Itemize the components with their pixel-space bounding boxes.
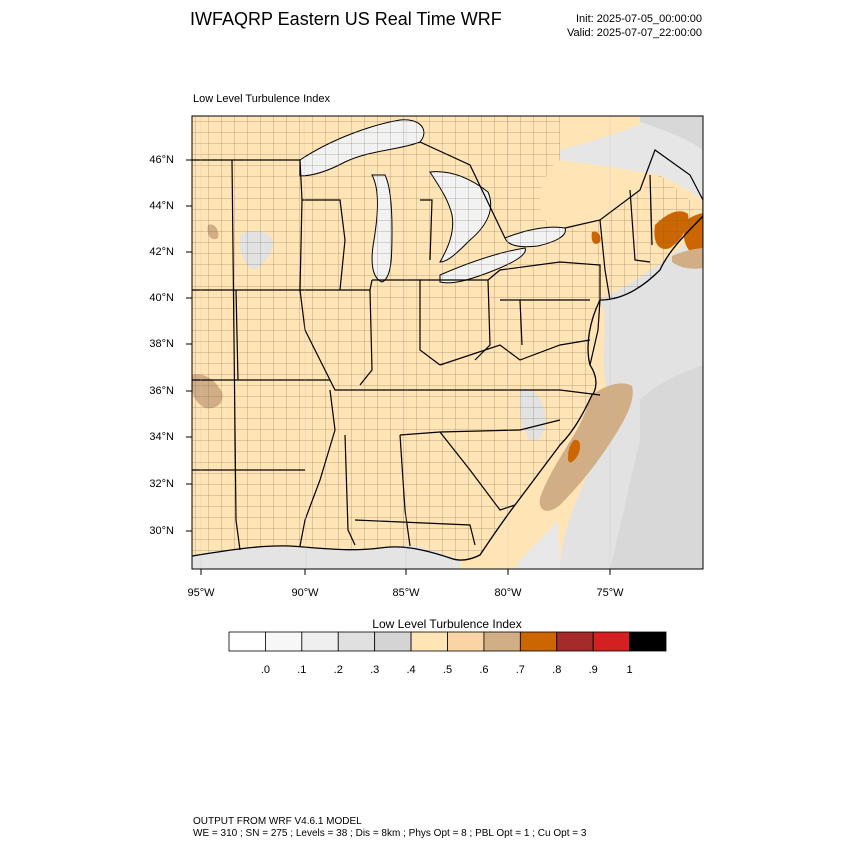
colorbar-title: Low Level Turbulence Index xyxy=(372,617,522,631)
state-boundaries xyxy=(192,159,653,551)
lon-label-85: 85°W xyxy=(392,587,420,599)
lat-label-38: 38°N xyxy=(149,338,174,350)
colorbar-tick-label: .5 xyxy=(442,664,453,676)
valid-time: Valid: 2025-07-07_22:00:00 xyxy=(567,27,702,39)
colorbar-swatch xyxy=(374,631,412,652)
lat-label-40: 40°N xyxy=(149,292,174,304)
lon-label-75: 75°W xyxy=(596,587,624,599)
colorbar-tick-label: .0 xyxy=(260,664,270,676)
colorbar-tick-label: .6 xyxy=(479,664,489,676)
tan-patch-cape xyxy=(672,248,703,269)
footer-model: OUTPUT FROM WRF V4.6.1 MODEL xyxy=(193,816,362,827)
graticule xyxy=(200,116,611,569)
coastline xyxy=(192,215,703,561)
high-turbulence-patch-offshore xyxy=(539,383,633,511)
colorbar-swatch xyxy=(265,631,303,652)
lat-label-46: 46°N xyxy=(149,154,174,166)
lat-label-42: 42°N xyxy=(149,246,174,258)
lat-ticks xyxy=(186,159,192,532)
panel-title: Low Level Turbulence Index xyxy=(193,93,330,105)
canada-field-dark xyxy=(640,116,703,150)
very-high-turbulence-spot xyxy=(568,439,581,463)
lon-ticks xyxy=(200,569,611,575)
colorbar-swatch xyxy=(556,631,594,652)
colorbar-swatch xyxy=(410,631,448,652)
county-boundaries xyxy=(192,116,703,561)
lon-label-95: 95°W xyxy=(187,587,215,599)
lat-label-34: 34°N xyxy=(149,431,174,443)
colorbar-tick-label: .7 xyxy=(515,664,525,676)
colorbar-swatch xyxy=(447,631,485,652)
main-title: IWFAQRP Eastern US Real Time WRF xyxy=(190,9,502,29)
colorbar-swatch xyxy=(483,631,521,652)
colorbar-tick-label: .3 xyxy=(370,664,380,676)
map-field xyxy=(192,116,703,569)
colorbar-tick-label: .2 xyxy=(333,664,343,676)
colorbar-tick-label: 1 xyxy=(626,664,633,676)
colorbar-swatch xyxy=(629,631,667,652)
colorbar-swatch xyxy=(519,631,558,652)
lat-label-32: 32°N xyxy=(149,478,174,490)
colorbar-swatch xyxy=(592,631,630,652)
gulf-field xyxy=(192,545,460,569)
init-time: Init: 2025-07-05_00:00:00 xyxy=(576,13,702,25)
lat-label-44: 44°N xyxy=(149,200,174,212)
lat-label-30: 30°N xyxy=(149,525,174,537)
colorbar xyxy=(228,631,667,652)
lon-label-90: 90°W xyxy=(291,587,319,599)
colorbar-swatch xyxy=(301,631,339,652)
colorbar-swatch xyxy=(337,631,376,652)
international-border xyxy=(192,141,703,239)
canada-field xyxy=(560,116,703,200)
colorbar-swatch xyxy=(228,631,266,652)
ocean-field-south xyxy=(515,520,560,569)
colorbar-tick-label: .1 xyxy=(297,664,307,676)
colorbar-tick-label: .8 xyxy=(552,664,562,676)
lon-label-80: 80°W xyxy=(494,587,522,599)
map-frame xyxy=(191,115,704,570)
footer-config: WE = 310 ; SN = 275 ; Levels = 38 ; Dis … xyxy=(193,828,587,839)
colorbar-tick-label: .9 xyxy=(588,664,598,676)
colorbar-tick-label: .4 xyxy=(406,664,416,676)
lat-label-36: 36°N xyxy=(149,385,174,397)
ocean-field-darker xyxy=(610,365,703,569)
